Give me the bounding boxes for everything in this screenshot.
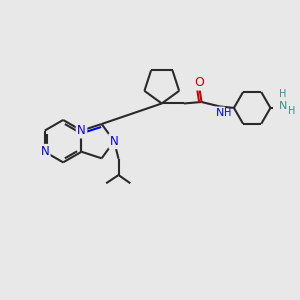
Text: H: H — [288, 106, 296, 116]
Text: N: N — [77, 124, 86, 137]
Text: O: O — [194, 76, 204, 89]
Text: H: H — [224, 108, 231, 118]
Text: H: H — [279, 89, 286, 99]
Text: N: N — [279, 100, 287, 110]
Text: N: N — [40, 145, 49, 158]
Text: N: N — [110, 135, 118, 148]
Text: N: N — [216, 108, 224, 118]
